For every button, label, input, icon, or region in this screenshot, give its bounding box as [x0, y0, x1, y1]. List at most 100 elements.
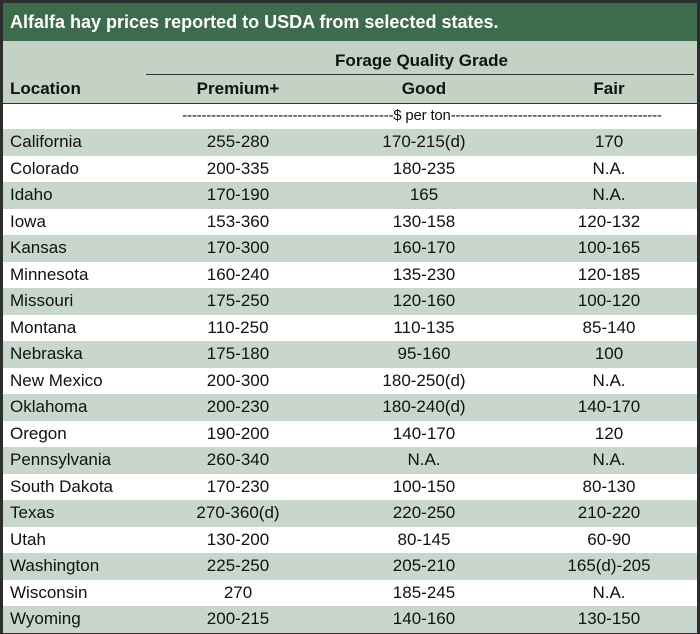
unit-row: ----------------------------------------…	[3, 104, 697, 129]
cell-location: Washington	[10, 556, 100, 575]
cell-location: Kansas	[10, 238, 67, 257]
table-row: Iowa 153-360 130-158 120-132	[3, 208, 697, 235]
cell-fair: N.A.	[592, 158, 626, 178]
table-row: Pennsylvania 260-340 N.A. N.A.	[3, 447, 697, 474]
table-row: Idaho 170-190 165 N.A.	[3, 182, 697, 209]
cell-fair: 100-120	[577, 291, 641, 310]
cell-premium: 175-250	[206, 291, 270, 310]
table-title: Alfalfa hay prices reported to USDA from…	[3, 3, 697, 41]
cell-location: Texas	[10, 503, 55, 522]
cell-premium: 175-180	[206, 344, 270, 363]
cell-fair: N.A.	[592, 185, 626, 204]
cell-premium: 200-230	[206, 397, 270, 416]
cell-premium: 130-200	[206, 529, 270, 549]
table-row: Montana 110-250 110-135 85-140	[3, 314, 697, 341]
table-row: South Dakota 170-230 100-150 80-130	[3, 473, 697, 500]
table-row: Colorado 200-335 180-235 N.A.	[3, 155, 697, 182]
cell-good: 100-150	[392, 476, 456, 496]
cell-fair: 85-140	[582, 317, 636, 337]
cell-premium: 170-300	[206, 238, 270, 257]
column-group-header: Forage Quality Grade	[335, 51, 508, 70]
cell-good: 120-160	[392, 291, 456, 310]
cell-location: New Mexico	[10, 370, 103, 390]
table-row: Nebraska 175-180 95-160 100	[3, 341, 697, 368]
cell-premium: 170-230	[206, 476, 270, 496]
cell-premium: 160-240	[206, 264, 270, 284]
cell-good: 180-240(d)	[382, 397, 466, 416]
cell-fair: 120-185	[577, 264, 641, 284]
column-header-premium: Premium+	[196, 79, 280, 98]
cell-location: Idaho	[10, 185, 53, 204]
cell-fair: N.A.	[592, 582, 626, 602]
table-row: Kansas 170-300 160-170 100-165	[3, 235, 697, 262]
table-row: Wyoming 200-215 140-160 130-150	[3, 606, 697, 633]
cell-location: Oregon	[10, 423, 67, 443]
cell-premium: 255-280	[206, 132, 270, 151]
table-row: Wisconsin 270 185-245 N.A.	[3, 579, 697, 606]
table-body: California 255-280 170-215(d) 170 Colora…	[3, 129, 697, 633]
table-row: Oregon 190-200 140-170 120	[3, 420, 697, 447]
cell-premium: 170-190	[206, 185, 270, 204]
cell-location: South Dakota	[10, 476, 114, 496]
cell-good: 185-245	[392, 582, 456, 602]
cell-fair: 120	[594, 423, 624, 443]
cell-fair: 100-165	[577, 238, 641, 257]
unit-label: ----------------------------------------…	[182, 107, 662, 124]
column-header-location: Location	[10, 79, 81, 98]
cell-good: 110-135	[393, 317, 455, 337]
cell-good: 80-145	[397, 529, 451, 549]
cell-location: Montana	[10, 317, 77, 337]
cell-good: 180-250(d)	[382, 370, 466, 390]
table-row: Oklahoma 200-230 180-240(d) 140-170	[3, 394, 697, 421]
cell-good: 180-235	[392, 158, 456, 178]
column-header-good: Good	[401, 79, 447, 98]
cell-location: Nebraska	[10, 344, 83, 363]
cell-premium: 200-215	[206, 609, 270, 628]
cell-fair: N.A.	[592, 450, 626, 469]
cell-fair: 130-150	[577, 609, 641, 628]
cell-location: Missouri	[10, 291, 74, 310]
cell-good: 205-210	[392, 556, 456, 575]
cell-good: 140-160	[392, 609, 456, 628]
cell-location: Pennsylvania	[10, 450, 112, 469]
cell-good: 165	[409, 185, 439, 204]
cell-location: Minnesota	[10, 264, 89, 284]
header-divider	[3, 103, 697, 104]
table-row: California 255-280 170-215(d) 170	[3, 129, 697, 156]
cell-location: Colorado	[10, 158, 79, 178]
cell-location: Utah	[10, 529, 46, 549]
table-row: New Mexico 200-300 180-250(d) N.A.	[3, 367, 697, 394]
cell-fair: 60-90	[587, 529, 631, 549]
cell-premium: 270-360(d)	[196, 503, 280, 522]
cell-fair: 140-170	[577, 397, 641, 416]
table-row: Minnesota 160-240 135-230 120-185	[3, 261, 697, 288]
cell-location: Wyoming	[10, 609, 81, 628]
table-row: Missouri 175-250 120-160 100-120	[3, 288, 697, 315]
column-header-fair: Fair	[593, 79, 625, 98]
cell-good: 95-160	[397, 344, 451, 363]
cell-fair: 165(d)-205	[567, 556, 651, 575]
cell-premium: 200-335	[206, 158, 270, 178]
cell-location: Wisconsin	[10, 582, 88, 602]
cell-fair: 120-132	[577, 211, 641, 231]
cell-good: 170-215(d)	[382, 132, 466, 151]
cell-location: Iowa	[10, 211, 46, 231]
cell-fair: N.A.	[592, 370, 626, 390]
cell-premium: 225-250	[206, 556, 270, 575]
cell-premium: 153-360	[206, 211, 270, 231]
table-header: Forage Quality Grade Location Premium+ G…	[3, 41, 697, 104]
cell-fair: 80-130	[582, 476, 636, 496]
cell-good: N.A.	[407, 450, 441, 469]
cell-good: 220-250	[392, 503, 456, 522]
cell-fair: 210-220	[577, 503, 641, 522]
cell-premium: 270	[223, 582, 253, 602]
group-header-divider	[146, 74, 694, 75]
cell-good: 135-230	[392, 264, 456, 284]
cell-location: California	[10, 132, 82, 151]
table-row: Utah 130-200 80-145 60-90	[3, 526, 697, 553]
cell-fair: 170	[594, 132, 624, 151]
cell-location: Oklahoma	[10, 397, 88, 416]
cell-premium: 200-300	[206, 370, 270, 390]
cell-fair: 100	[594, 344, 624, 363]
